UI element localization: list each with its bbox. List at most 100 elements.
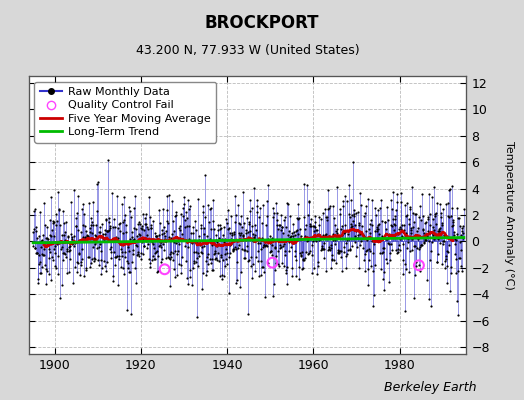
- Point: [199, 203, 208, 209]
- Point: [116, 228, 124, 234]
- Point: [393, 198, 401, 205]
- Point: [217, 276, 226, 282]
- Point: [54, 271, 62, 277]
- Point: [431, 212, 439, 219]
- Point: [114, 252, 123, 259]
- Point: [100, 236, 108, 242]
- Point: [265, 232, 274, 239]
- Point: [264, 260, 272, 266]
- Point: [169, 250, 177, 256]
- Point: [232, 212, 240, 218]
- Point: [324, 187, 333, 194]
- Point: [458, 225, 466, 231]
- Point: [337, 248, 345, 254]
- Point: [230, 229, 238, 235]
- Point: [31, 206, 39, 212]
- Point: [442, 252, 450, 259]
- Point: [81, 222, 90, 229]
- Point: [66, 246, 74, 253]
- Point: [37, 270, 46, 276]
- Point: [42, 281, 51, 287]
- Point: [358, 232, 367, 238]
- Point: [298, 266, 307, 272]
- Point: [407, 226, 415, 233]
- Point: [32, 228, 40, 234]
- Point: [409, 224, 418, 230]
- Point: [77, 262, 85, 268]
- Point: [350, 211, 358, 217]
- Point: [215, 221, 224, 228]
- Point: [208, 242, 216, 248]
- Point: [163, 254, 172, 260]
- Point: [184, 244, 192, 250]
- Point: [387, 247, 396, 254]
- Point: [422, 219, 430, 226]
- Point: [74, 193, 82, 199]
- Point: [30, 226, 38, 232]
- Point: [50, 232, 58, 239]
- Text: BROCKPORT: BROCKPORT: [205, 14, 319, 32]
- Point: [314, 214, 323, 220]
- Point: [224, 290, 233, 296]
- Point: [88, 218, 96, 225]
- Point: [257, 219, 266, 226]
- Point: [355, 190, 364, 196]
- Point: [334, 249, 343, 256]
- Point: [399, 257, 407, 263]
- Point: [348, 218, 357, 225]
- Point: [256, 246, 265, 252]
- Point: [311, 224, 319, 231]
- Point: [154, 242, 162, 249]
- Point: [353, 235, 362, 242]
- Point: [243, 243, 252, 249]
- Point: [403, 212, 412, 218]
- Point: [90, 256, 99, 262]
- Point: [288, 230, 296, 236]
- Point: [65, 248, 73, 254]
- Point: [234, 202, 243, 208]
- Point: [114, 235, 123, 241]
- Point: [400, 226, 408, 233]
- Point: [346, 214, 355, 220]
- Point: [119, 194, 128, 200]
- Point: [248, 205, 256, 212]
- Point: [48, 254, 56, 260]
- Point: [102, 268, 111, 274]
- Point: [449, 216, 457, 223]
- Point: [160, 266, 169, 272]
- Point: [308, 252, 316, 258]
- Point: [425, 238, 433, 244]
- Point: [346, 221, 355, 228]
- Point: [278, 260, 286, 266]
- Point: [100, 238, 108, 244]
- Point: [242, 230, 250, 236]
- Point: [178, 205, 187, 211]
- Point: [206, 256, 214, 262]
- Point: [67, 199, 75, 206]
- Point: [360, 233, 368, 239]
- Point: [55, 206, 63, 212]
- Point: [161, 238, 169, 244]
- Point: [440, 232, 448, 238]
- Point: [232, 280, 241, 287]
- Point: [268, 205, 277, 211]
- Point: [329, 203, 337, 210]
- Point: [55, 240, 63, 246]
- Point: [383, 235, 391, 242]
- Point: [172, 212, 181, 218]
- Point: [312, 238, 320, 244]
- Point: [133, 232, 141, 239]
- Point: [408, 247, 416, 253]
- Point: [353, 208, 362, 215]
- Point: [309, 238, 317, 244]
- Title: 43.200 N, 77.933 W (United States): 43.200 N, 77.933 W (United States): [136, 44, 359, 57]
- Point: [392, 231, 400, 237]
- Point: [296, 225, 304, 232]
- Point: [254, 258, 262, 264]
- Point: [64, 239, 72, 246]
- Point: [154, 253, 162, 260]
- Point: [433, 200, 441, 206]
- Point: [112, 238, 121, 244]
- Point: [350, 206, 358, 213]
- Point: [361, 210, 369, 217]
